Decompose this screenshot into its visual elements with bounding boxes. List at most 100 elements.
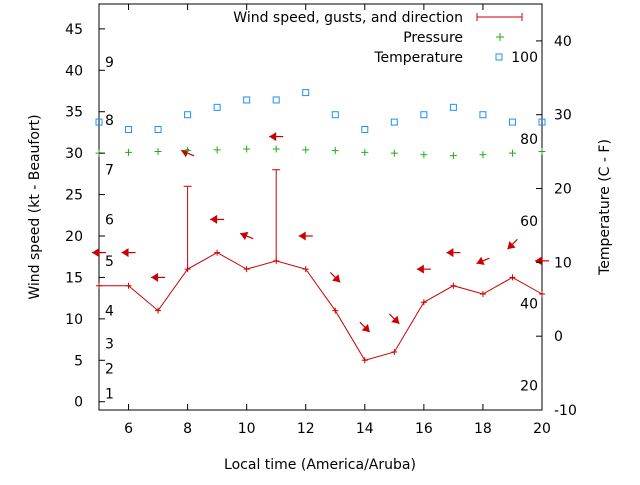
wind-speed-point bbox=[539, 291, 545, 297]
fahrenheit-label: 100 bbox=[511, 50, 538, 66]
x-tick-label: 8 bbox=[183, 421, 192, 437]
temperature-point bbox=[361, 125, 369, 133]
beaufort-label: 6 bbox=[105, 212, 114, 228]
temperature-point bbox=[272, 96, 280, 104]
wind-arrow-head bbox=[332, 274, 341, 283]
y-axis-right-label: Temperature (C - F) bbox=[597, 139, 613, 276]
pressure-point bbox=[508, 149, 516, 157]
plot-frame bbox=[98, 3, 543, 411]
wind-arrow-head bbox=[391, 315, 400, 324]
wind-arrow-head bbox=[92, 248, 99, 258]
temperature-point bbox=[184, 111, 192, 119]
wind-speed-point bbox=[302, 266, 309, 273]
x-tick-label: 20 bbox=[533, 421, 551, 437]
wind-speed-point bbox=[361, 357, 368, 364]
pressure-point bbox=[154, 147, 162, 155]
legend-label: Temperature bbox=[373, 50, 463, 66]
y-left-tick-label: 0 bbox=[74, 395, 83, 411]
wind-speed-point bbox=[479, 291, 486, 297]
beaufort-label: 1 bbox=[105, 386, 114, 402]
temperature-point bbox=[154, 125, 162, 133]
temperature-point bbox=[390, 118, 398, 126]
wind-arrow-head bbox=[240, 231, 249, 241]
wind-speed-point bbox=[125, 282, 132, 289]
wind-arrow-head bbox=[416, 264, 424, 274]
pressure-point bbox=[420, 151, 428, 159]
fahrenheit-label: 20 bbox=[520, 379, 538, 395]
fahrenheit-label: 80 bbox=[520, 132, 538, 148]
y-right-tick-label: 0 bbox=[554, 329, 563, 345]
y-left-tick-label: 45 bbox=[65, 22, 83, 38]
y-right-tick-label: 40 bbox=[554, 34, 572, 50]
temperature-point bbox=[508, 118, 516, 126]
wind-speed-point bbox=[243, 266, 250, 273]
beaufort-label: 9 bbox=[105, 55, 114, 71]
y-right-tick-label: -10 bbox=[554, 403, 577, 419]
pressure-point bbox=[302, 146, 310, 154]
y-right-tick-label: 30 bbox=[554, 108, 572, 124]
y-left-tick-label: 40 bbox=[65, 63, 83, 79]
wind-arrow-head bbox=[535, 256, 542, 266]
x-tick-label: 18 bbox=[474, 421, 492, 437]
temperature-point bbox=[243, 96, 251, 104]
pressure-point bbox=[213, 146, 221, 154]
legend: Wind speed, gusts, and direction Pressure… bbox=[233, 10, 523, 66]
pressure-point bbox=[125, 148, 133, 156]
pressure-point bbox=[390, 149, 398, 157]
beaufort-label: 8 bbox=[105, 113, 114, 129]
wind-arrow-head bbox=[446, 248, 454, 258]
wind-speed-line bbox=[99, 251, 543, 361]
pressure-point bbox=[479, 151, 487, 159]
beaufort-label: 3 bbox=[105, 337, 114, 353]
x-tick-label: 14 bbox=[356, 421, 374, 437]
fahrenheit-label: 60 bbox=[520, 214, 538, 230]
beaufort-label: 4 bbox=[105, 304, 114, 320]
y-axis-left-label: Wind speed (kt - Beaufort) bbox=[27, 114, 43, 299]
temperature-point bbox=[479, 111, 487, 119]
wind-arrow-head bbox=[298, 231, 306, 241]
beaufort-label: 7 bbox=[105, 163, 114, 179]
pressure-point bbox=[184, 147, 192, 155]
wind-speed-point bbox=[155, 307, 162, 314]
wind-arrow-head bbox=[269, 132, 277, 142]
temperature-point bbox=[538, 118, 546, 126]
beaufort-label: 5 bbox=[105, 254, 114, 270]
axes-layer: 6 8 10 12 14 16 18 20051015202530354045-1001020… bbox=[65, 4, 577, 437]
y-left-tick-label: 10 bbox=[65, 312, 83, 328]
wind-speed-point bbox=[391, 349, 398, 355]
wind-speed-point bbox=[420, 299, 427, 306]
x-tick-label: 12 bbox=[297, 421, 315, 437]
y-right-tick-label: 10 bbox=[554, 255, 572, 271]
wind-arrow-head bbox=[210, 214, 218, 224]
pressure-point bbox=[449, 152, 457, 160]
y-left-tick-label: 30 bbox=[65, 146, 83, 162]
temperature-point bbox=[125, 125, 133, 133]
pressure-point bbox=[243, 145, 251, 153]
temperature-point bbox=[302, 89, 310, 97]
y-left-tick-label: 25 bbox=[65, 188, 83, 204]
wind-speed-point bbox=[214, 249, 221, 256]
x-tick-label: 16 bbox=[415, 421, 433, 437]
wind-arrow-head bbox=[361, 323, 370, 333]
temperature-point bbox=[420, 111, 428, 119]
pressure-point bbox=[538, 147, 546, 155]
x-tick-label: 10 bbox=[238, 421, 256, 437]
legend-pressure-swatch bbox=[496, 33, 504, 41]
wind-speed-point bbox=[509, 274, 516, 281]
wind-arrow-head bbox=[151, 272, 159, 282]
temperature-point bbox=[449, 103, 457, 111]
wind-arrow-head bbox=[476, 256, 485, 266]
legend-label: Wind speed, gusts, and direction bbox=[233, 10, 463, 26]
wind-arrow-head bbox=[121, 248, 129, 258]
series-layer bbox=[92, 89, 549, 364]
legend-temperature-swatch bbox=[495, 53, 503, 61]
pressure-point bbox=[272, 145, 280, 153]
y-left-tick-label: 20 bbox=[65, 229, 83, 245]
temperature-point bbox=[213, 103, 221, 111]
wind-speed-point bbox=[450, 282, 457, 289]
fahrenheit-label: 40 bbox=[520, 297, 538, 313]
y-left-tick-label: 5 bbox=[74, 353, 83, 369]
y-left-tick-label: 15 bbox=[65, 270, 83, 286]
